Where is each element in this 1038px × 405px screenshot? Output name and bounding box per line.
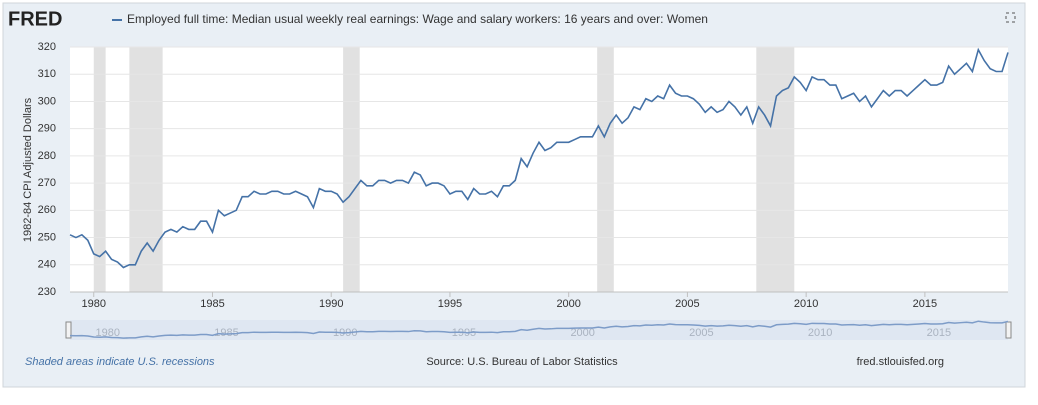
- source: Source: U.S. Bureau of Labor Statistics: [426, 356, 618, 368]
- navigator-tick-label: 2005: [689, 327, 713, 339]
- y-tick-label: 310: [38, 68, 56, 80]
- navigator-handle[interactable]: [65, 321, 72, 339]
- navigator-tick-label: 2000: [570, 327, 594, 339]
- recession-band: [597, 47, 614, 292]
- x-tick-label: 1990: [319, 298, 343, 310]
- y-tick-label: 260: [38, 204, 56, 216]
- y-tick-label: 280: [38, 150, 56, 162]
- navigator-tick-label: 1980: [96, 327, 120, 339]
- x-tick-label: 2010: [794, 298, 818, 310]
- fullscreen-button[interactable]: [1005, 12, 1016, 23]
- legend-label: Employed full time: Median usual weekly …: [127, 12, 708, 26]
- x-tick-label: 1985: [200, 298, 224, 310]
- y-tick-label: 290: [38, 123, 56, 135]
- y-tick-label: 270: [38, 177, 56, 189]
- navigator-tick-label: 2010: [808, 327, 832, 339]
- x-tick-label: 1980: [82, 298, 106, 310]
- y-tick-label: 230: [38, 286, 56, 298]
- site: fred.stlouisfed.org: [857, 356, 944, 368]
- navigator-tick-label: 2015: [927, 327, 951, 339]
- navigator-tick-label: 1985: [214, 327, 238, 339]
- recession-note: Shaded areas indicate U.S. recessions: [25, 356, 215, 368]
- x-tick-label: 2000: [556, 298, 580, 310]
- navigator-handle[interactable]: [1005, 321, 1012, 339]
- x-tick-label: 1995: [438, 298, 462, 310]
- plot-area: [70, 47, 1008, 292]
- logo: FRED: [8, 8, 62, 30]
- x-tick-label: 2015: [913, 298, 937, 310]
- navigator-line: [69, 320, 1009, 339]
- x-tick-label: 2005: [675, 298, 699, 310]
- y-tick-label: 320: [38, 41, 56, 53]
- recession-band: [93, 47, 106, 292]
- recession-band: [343, 47, 360, 292]
- recession-band: [129, 47, 163, 292]
- y-tick-label: 240: [38, 259, 56, 271]
- series-line: [69, 47, 1009, 269]
- recession-band: [756, 47, 795, 292]
- y-tick-label: 250: [38, 231, 56, 243]
- navigator[interactable]: [70, 320, 1008, 340]
- y-tick-label: 300: [38, 95, 56, 107]
- y-axis-label: 1982-84 CPI Adjusted Dollars: [22, 97, 34, 242]
